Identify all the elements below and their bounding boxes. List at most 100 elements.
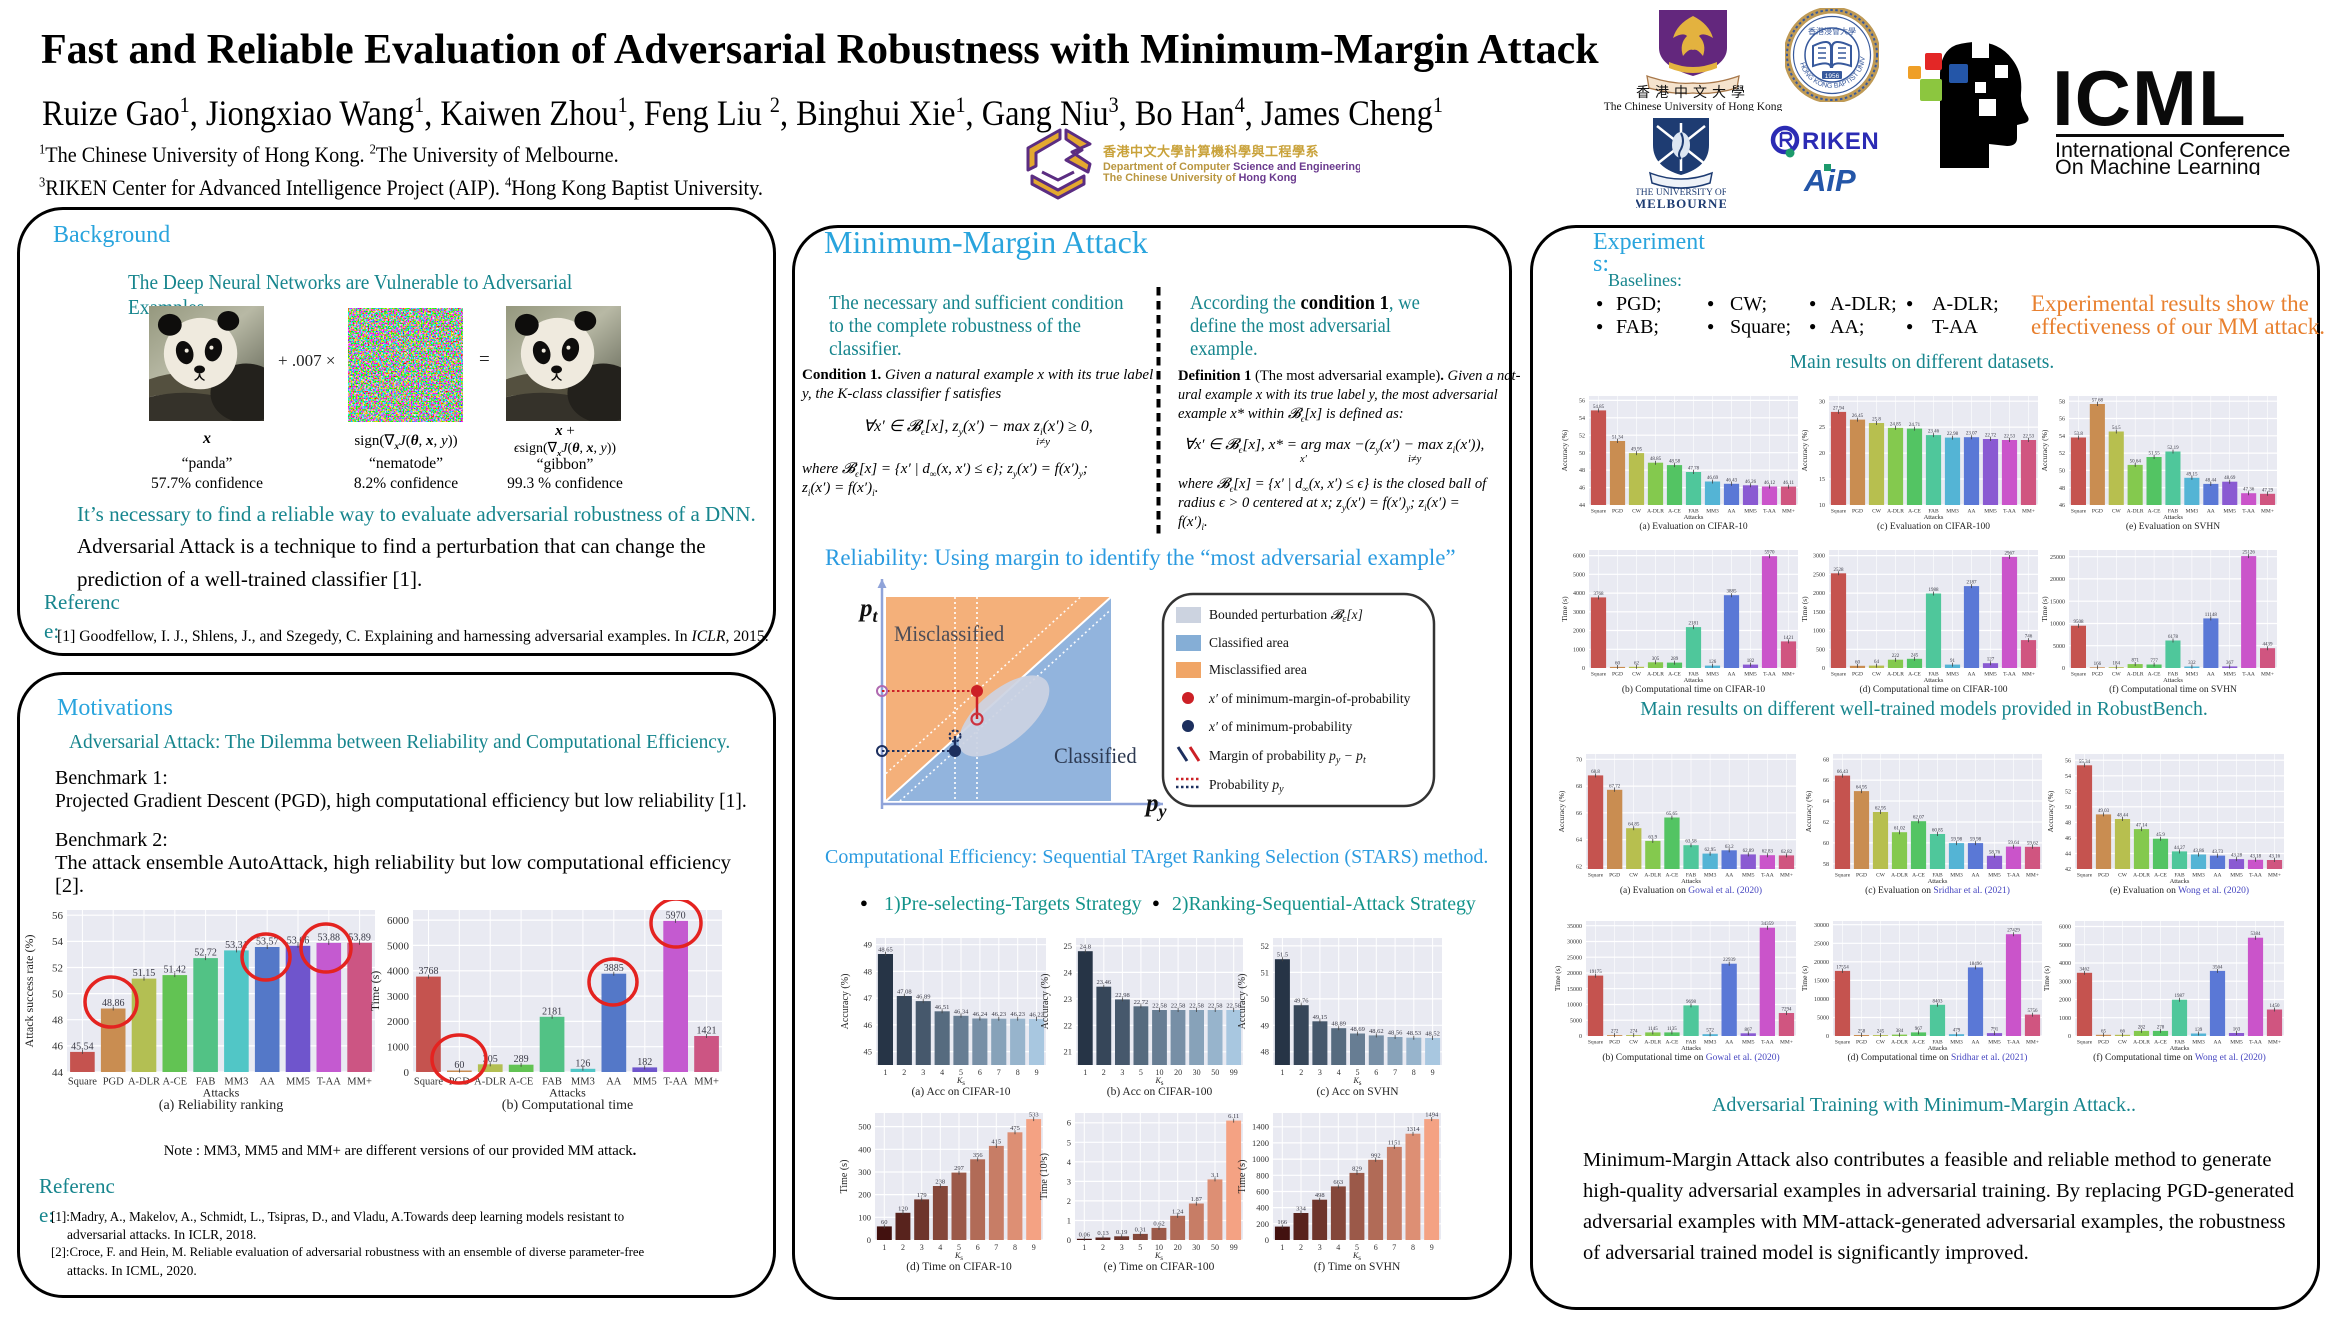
svg-text:4: 4 (940, 1068, 944, 1077)
svg-text:53.31: 53.31 (225, 940, 248, 951)
svg-text:MM+: MM+ (347, 1077, 372, 1088)
svg-text:54: 54 (2059, 434, 2065, 440)
svg-text:871: 871 (2131, 659, 2139, 664)
svg-text:AA: AA (1728, 672, 1736, 678)
svg-text:3: 3 (920, 1243, 924, 1252)
svg-text:FAB: FAB (1932, 1040, 1943, 1046)
svg-text:48.53: 48.53 (1406, 1030, 1421, 1037)
svg-text:800: 800 (1256, 1170, 1269, 1180)
svg-text:22.98: 22.98 (1115, 992, 1130, 999)
svg-text:AA: AA (2214, 1040, 2222, 1046)
svg-text:FAB: FAB (1686, 1040, 1697, 1046)
svg-text:34359: 34359 (1761, 922, 1774, 927)
svg-text:25.8: 25.8 (1872, 418, 1881, 423)
svg-text:5000: 5000 (1817, 1016, 1829, 1022)
svg-text:A-CE: A-CE (1912, 873, 1925, 879)
svg-text:24.8: 24.8 (1080, 944, 1091, 951)
svg-text:1450: 1450 (2270, 1004, 2281, 1009)
svg-text:MM5: MM5 (1742, 1040, 1755, 1046)
svg-text:64.85: 64.85 (1628, 823, 1640, 828)
svg-text:5000: 5000 (1570, 1018, 1582, 1024)
svg-text:MM5: MM5 (2230, 1040, 2243, 1046)
svg-text:CW: CW (1629, 873, 1639, 879)
svg-text:48.56: 48.56 (1388, 1030, 1403, 1037)
svg-text:MM+: MM+ (1782, 509, 1795, 515)
svg-text:10: 10 (1819, 503, 1825, 509)
svg-text:5000: 5000 (2053, 644, 2065, 650)
svg-text:The Chinese University of Hong: The Chinese University of Hong Kong (1103, 172, 1297, 184)
svg-text:MM3: MM3 (2192, 1040, 2205, 1046)
svg-text:22.58: 22.58 (1189, 1003, 1204, 1010)
svg-text:6: 6 (1067, 1118, 1071, 1128)
svg-text:7: 7 (1393, 1068, 1397, 1077)
svg-text:5000: 5000 (1573, 572, 1585, 578)
svg-text:10: 10 (1156, 1068, 1164, 1077)
svg-text:367: 367 (2226, 661, 2234, 666)
svg-text:7: 7 (994, 1243, 998, 1252)
svg-text:46.22: 46.22 (1029, 1012, 1044, 1019)
svg-text:MM5: MM5 (2223, 672, 2236, 678)
svg-text:7: 7 (997, 1068, 1001, 1077)
svg-text:46: 46 (2065, 836, 2071, 842)
svg-text:FAB: FAB (1688, 509, 1699, 515)
svg-text:3000: 3000 (1573, 610, 1585, 616)
svg-text:5970: 5970 (666, 910, 686, 921)
svg-text:51.34: 51.34 (1612, 436, 1624, 441)
svg-text:Time (s): Time (s) (1560, 596, 1569, 622)
svg-text:Square: Square (68, 1077, 97, 1088)
svg-text:MM3: MM3 (2186, 509, 2199, 515)
svg-text:49.95: 49.95 (1631, 448, 1643, 453)
svg-text:MM+: MM+ (2268, 1040, 2281, 1046)
svg-text:22.58: 22.58 (1226, 1003, 1241, 1010)
svg-text:Attacks: Attacks (1684, 514, 1704, 521)
svg-text:18496: 18496 (1969, 962, 1982, 967)
svg-text:9508: 9508 (2074, 620, 2085, 625)
svg-text:PGD: PGD (1852, 509, 1863, 515)
svg-text:5: 5 (957, 1243, 961, 1252)
svg-text:1145: 1145 (1648, 1027, 1658, 1032)
svg-text:Square: Square (1591, 672, 1607, 678)
svg-text:FAB: FAB (1932, 873, 1943, 879)
svg-text:MM5: MM5 (1988, 1040, 2001, 1046)
svg-text:50: 50 (1211, 1243, 1219, 1252)
svg-text:Ks: Ks (1352, 1251, 1361, 1262)
svg-text:Accuracy (%): Accuracy (%) (1040, 974, 1051, 1030)
svg-text:27.94: 27.94 (1833, 406, 1845, 411)
svg-text:A-CE: A-CE (2154, 873, 2167, 879)
svg-text:AA: AA (260, 1077, 276, 1088)
svg-text:60: 60 (454, 1060, 464, 1071)
svg-text:(e) Time on CIFAR-100: (e) Time on CIFAR-100 (1104, 1261, 1215, 1273)
svg-text:(b) Computational time on Gow: (b) Computational time on Gowal et al. (… (1602, 1052, 1779, 1063)
svg-text:62.82: 62.82 (1781, 850, 1793, 855)
svg-text:Square: Square (1831, 672, 1847, 678)
svg-text:T-AA: T-AA (2249, 873, 2262, 879)
svg-text:46.11: 46.11 (1783, 481, 1795, 486)
svg-text:8403: 8403 (1933, 999, 1944, 1004)
svg-text:44: 44 (2065, 852, 2071, 858)
svg-text:(b) Acc on CIFAR-100: (b) Acc on CIFAR-100 (1107, 1086, 1213, 1098)
svg-text:20: 20 (1819, 451, 1825, 457)
svg-text:MM+: MM+ (1780, 1040, 1793, 1046)
svg-text:62.95: 62.95 (1704, 848, 1716, 853)
svg-text:MM5: MM5 (2230, 873, 2243, 879)
svg-text:52.19: 52.19 (2167, 446, 2179, 451)
svg-text:6: 6 (1374, 1243, 1378, 1252)
svg-text:46: 46 (52, 1041, 64, 1053)
svg-text:Square: Square (2077, 873, 2093, 879)
svg-text:PGD: PGD (1609, 873, 1620, 879)
svg-text:Square: Square (1835, 873, 1851, 879)
svg-text:500: 500 (858, 1122, 871, 1132)
svg-text:T-AA: T-AA (1761, 1040, 1774, 1046)
svg-text:AA: AA (2207, 672, 2215, 678)
svg-text:A-DLR: A-DLR (1647, 672, 1664, 678)
svg-text:5: 5 (1356, 1068, 1360, 1077)
svg-text:63.2: 63.2 (1725, 845, 1734, 850)
svg-text:9698: 9698 (1686, 1000, 1697, 1005)
svg-text:2967: 2967 (2005, 551, 2016, 556)
svg-text:4: 4 (1067, 1157, 1072, 1167)
svg-text:AA: AA (1728, 509, 1736, 515)
svg-text:Time (s): Time (s) (2040, 596, 2049, 622)
svg-text:48.65: 48.65 (878, 947, 893, 954)
svg-text:25000: 25000 (1814, 941, 1829, 947)
svg-text:RIKEN: RIKEN (1802, 128, 1879, 155)
